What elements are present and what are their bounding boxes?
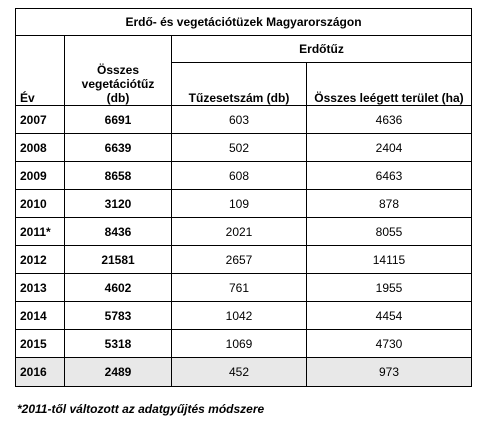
- cell-burned-area: 8055: [306, 217, 472, 246]
- table-row: 2011* 8436 2021 8055: [15, 217, 472, 246]
- cell-burned-area: 1955: [306, 273, 472, 302]
- header-total-vegetation-fires: Összes vegetációtűz (db): [64, 35, 172, 106]
- cell-burned-area: 4636: [306, 105, 472, 134]
- cell-fire-count: 603: [171, 105, 307, 134]
- table-row: 2016 2489 452 973: [15, 357, 472, 387]
- footnote: *2011-től változott az adatgyűjtés módsz…: [17, 402, 265, 416]
- cell-burned-area: 2404: [306, 133, 472, 162]
- table-title-row: Erdő- és vegetációtüzek Magyarországon: [15, 8, 472, 36]
- table-row: 2012 21581 2657 14115: [15, 245, 472, 274]
- table-row: 2008 6639 502 2404: [15, 133, 472, 162]
- header-year: Év: [15, 35, 65, 106]
- header-row-top: Év Összes vegetációtűz (db) Erdőtűz: [15, 35, 472, 106]
- cell-year: 2014: [15, 301, 65, 330]
- header-forest-fire-group: Erdőtűz: [171, 35, 472, 63]
- cell-year: 2012: [15, 245, 65, 274]
- cell-year: 2013: [15, 273, 65, 302]
- cell-fire-count: 502: [171, 133, 307, 162]
- cell-total-vegetation-fires: 8436: [64, 217, 172, 246]
- cell-year: 2010: [15, 189, 65, 218]
- header-fire-count: Tűzesetszám (db): [171, 62, 307, 106]
- cell-burned-area: 4454: [306, 301, 472, 330]
- cell-fire-count: 761: [171, 273, 307, 302]
- header-row-bottom: Tűzesetszám (db) Összes leégett terület …: [16, 62, 472, 106]
- cell-burned-area: 6463: [306, 161, 472, 190]
- cell-fire-count: 452: [171, 357, 307, 387]
- cell-fire-count: 1042: [171, 301, 307, 330]
- cell-fire-count: 109: [171, 189, 307, 218]
- cell-total-vegetation-fires: 5318: [64, 329, 172, 358]
- table-row: 2013 4602 761 1955: [15, 273, 472, 302]
- cell-fire-count: 1069: [171, 329, 307, 358]
- cell-year: 2016: [15, 357, 65, 387]
- table-row: 2009 8658 608 6463: [15, 161, 472, 190]
- cell-burned-area: 14115: [306, 245, 472, 274]
- cell-total-vegetation-fires: 4602: [64, 273, 172, 302]
- cell-total-vegetation-fires: 5783: [64, 301, 172, 330]
- table-title: Erdő- és vegetációtüzek Magyarországon: [15, 8, 472, 36]
- cell-total-vegetation-fires: 6639: [64, 133, 172, 162]
- cell-fire-count: 2021: [171, 217, 307, 246]
- table-body: 2007 6691 603 4636 2008 6639 502 2404 2009 8658 60…: [15, 105, 472, 387]
- cell-burned-area: 878: [306, 189, 472, 218]
- cell-fire-count: 2657: [171, 245, 307, 274]
- cell-total-vegetation-fires: 21581: [64, 245, 172, 274]
- cell-total-vegetation-fires: 3120: [64, 189, 172, 218]
- cell-year: 2011*: [15, 217, 65, 246]
- table-row: 2014 5783 1042 4454: [15, 301, 472, 330]
- cell-total-vegetation-fires: 8658: [64, 161, 172, 190]
- cell-fire-count: 608: [171, 161, 307, 190]
- cell-burned-area: 4730: [306, 329, 472, 358]
- cell-total-vegetation-fires: 2489: [64, 357, 172, 387]
- cell-burned-area: 973: [306, 357, 472, 387]
- cell-year: 2009: [15, 161, 65, 190]
- cell-year: 2015: [15, 329, 65, 358]
- header-burned-area: Összes leégett terület (ha): [306, 62, 472, 106]
- table-row: 2010 3120 109 878: [15, 189, 472, 218]
- table-row: 2015 5318 1069 4730: [15, 329, 472, 358]
- cell-total-vegetation-fires: 6691: [64, 105, 172, 134]
- cell-year: 2008: [15, 133, 65, 162]
- forest-fire-table: Erdő- és vegetációtüzek Magyarországon É…: [15, 8, 472, 387]
- table-row: 2007 6691 603 4636: [15, 105, 472, 134]
- cell-year: 2007: [15, 105, 65, 134]
